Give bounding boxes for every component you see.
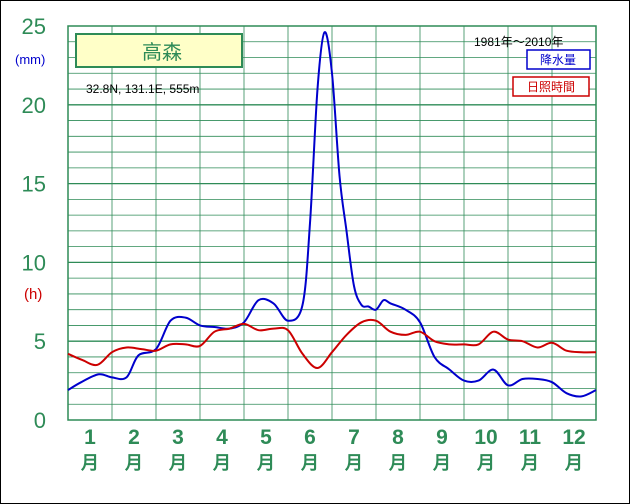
month-suffix-label: 月 <box>124 453 143 474</box>
period-label: 1981年〜2010年 <box>474 35 563 49</box>
y-unit-mm: (mm) <box>15 52 45 67</box>
month-suffix-label: 月 <box>256 453 275 474</box>
month-suffix-label: 月 <box>80 453 99 474</box>
y-tick-label: 20 <box>22 93 46 118</box>
legend-sunshine: 日照時間 <box>527 80 575 94</box>
station-name: 高森 <box>142 40 182 64</box>
month-number-label: 1 <box>84 426 96 449</box>
month-suffix-label: 月 <box>520 453 539 474</box>
month-number-label: 10 <box>474 426 497 449</box>
y-tick-label: 15 <box>22 172 46 197</box>
month-number-label: 7 <box>348 426 360 449</box>
month-suffix-label: 月 <box>300 453 319 474</box>
month-number-label: 12 <box>562 426 585 449</box>
y-axis-labels: 0 5 10 15 20 25 <box>22 14 46 433</box>
month-suffix-label: 月 <box>344 453 363 474</box>
series-lines <box>67 31 597 398</box>
legend-precipitation-box <box>526 49 591 70</box>
month-suffix-label: 月 <box>388 453 407 474</box>
month-number-label: 2 <box>128 426 140 449</box>
station-name-box <box>75 33 243 68</box>
y-tick-label: 10 <box>22 250 46 275</box>
month-suffix-label: 月 <box>212 453 231 474</box>
sunshine-line <box>67 318 597 369</box>
legend-precipitation: 降水量 <box>540 53 576 67</box>
month-suffix-label: 月 <box>168 453 187 474</box>
month-number-label: 11 <box>519 426 542 449</box>
month-suffix-label: 月 <box>564 453 583 474</box>
station-location: 32.8N, 131.1E, 555m <box>86 82 199 96</box>
month-suffix-label: 月 <box>432 453 451 474</box>
y-tick-label: 0 <box>34 408 46 433</box>
precipitation-line <box>67 31 597 398</box>
x-axis-labels: 1 月 2 月 3 月 4 月 5 月 6 月 7 月 8 月 9 月 10 月 11 月 12 月 <box>80 426 586 474</box>
month-number-label: 4 <box>216 426 228 449</box>
month-number-label: 9 <box>436 426 448 449</box>
month-suffix-label: 月 <box>476 453 495 474</box>
month-number-label: 8 <box>392 426 404 449</box>
grid <box>67 25 597 421</box>
y-tick-label: 25 <box>22 14 46 39</box>
month-number-label: 6 <box>304 426 316 449</box>
month-number-label: 3 <box>172 426 184 449</box>
y-unit-h: (h) <box>24 286 42 303</box>
legend-sunshine-box <box>512 76 590 97</box>
y-tick-label: 5 <box>34 329 46 354</box>
month-number-label: 5 <box>260 426 272 449</box>
